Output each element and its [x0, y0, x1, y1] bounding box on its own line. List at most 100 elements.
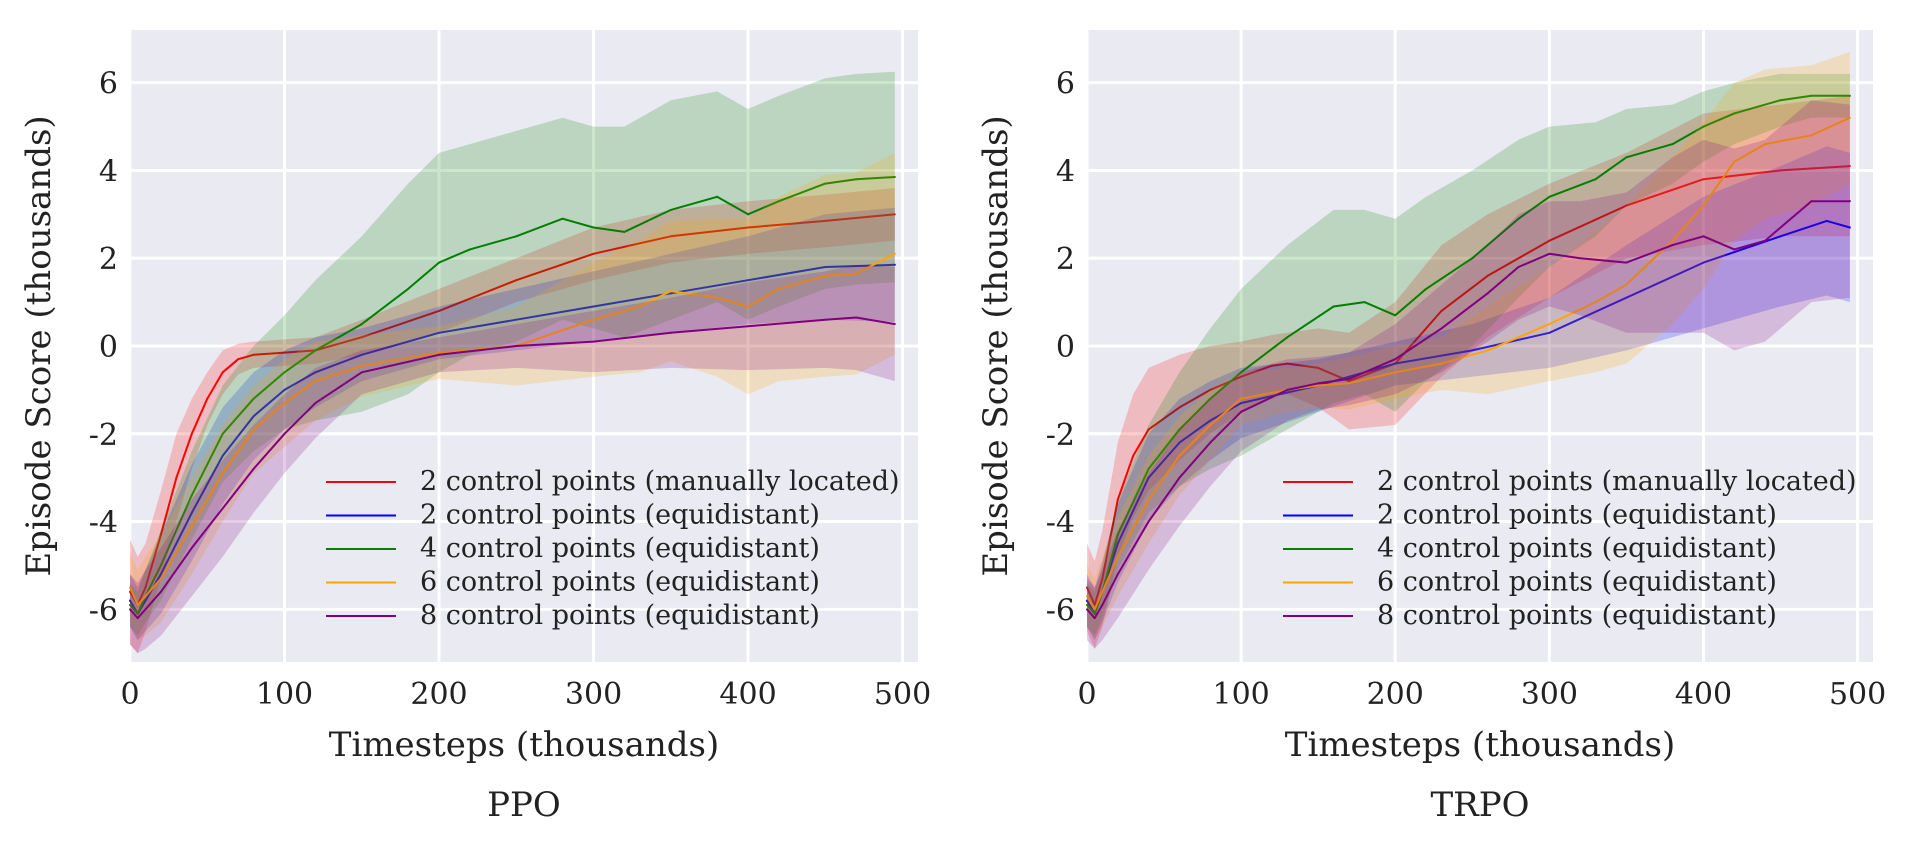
data-point [592, 318, 595, 321]
data-point [1548, 252, 1551, 255]
data-point [129, 603, 131, 606]
data-point [136, 603, 139, 606]
data-point [623, 230, 626, 233]
data-point [1848, 226, 1851, 229]
data-point [190, 494, 193, 497]
data-point [1625, 156, 1628, 159]
series-band [1087, 100, 1850, 649]
x-axis-label: Timesteps (thousands) [1285, 725, 1675, 765]
x-axis-label: Timesteps (thousands) [329, 725, 719, 765]
legend-entry: 4 control points (equidistant) [1377, 533, 1777, 564]
chart-panel-trpo: 0 100 200 300 400 500 -6 -4 -2 0 2 4 6 Timesteps (tho… [976, 30, 1886, 825]
data-point [360, 364, 363, 367]
data-point [1702, 261, 1705, 264]
series-3 [1086, 73, 1851, 636]
data-point [1625, 261, 1628, 264]
data-point [129, 590, 131, 593]
data-point [237, 358, 240, 361]
x-tick-label: 200 [1367, 677, 1424, 712]
chart-panel-ppo: 0 100 200 300 400 500 -6 -4 -2 0 2 4 6 Timesteps (tho… [19, 30, 931, 825]
data-point [206, 397, 209, 400]
data-point [1178, 476, 1181, 479]
y-tick-label: 4 [1056, 154, 1075, 189]
data-point [1779, 99, 1782, 102]
data-point [1702, 235, 1705, 238]
series-5 [129, 264, 896, 654]
data-point [1779, 169, 1782, 172]
data-point [1548, 323, 1551, 326]
data-point [1270, 364, 1273, 367]
data-point [669, 331, 672, 334]
data-point [283, 351, 286, 354]
data-point [1240, 410, 1243, 413]
data-point [747, 305, 750, 308]
data-point [252, 353, 255, 356]
data-point [1548, 331, 1551, 334]
data-point [283, 402, 286, 405]
data-point [1332, 305, 1335, 308]
data-point [716, 195, 719, 198]
data-point [360, 371, 363, 374]
data-point [468, 248, 471, 251]
data-point [1810, 94, 1813, 97]
y-tick-label: 2 [99, 242, 118, 277]
data-point [1394, 314, 1397, 317]
data-point [824, 219, 827, 222]
data-point [1240, 371, 1243, 374]
data-point [144, 595, 147, 598]
data-point [1093, 603, 1096, 606]
data-point [1671, 244, 1674, 247]
legend-entry: 2 control points (manually located) [1377, 466, 1857, 497]
data-point [314, 371, 317, 374]
x-tick-label: 300 [565, 677, 622, 712]
x-tick-label: 0 [120, 677, 139, 712]
y-tick-label: 6 [1056, 67, 1075, 102]
data-point [1702, 178, 1705, 181]
data-point [1209, 441, 1212, 444]
data-point [1209, 397, 1212, 400]
series-band [1087, 95, 1850, 649]
x-tick-label: 200 [410, 677, 467, 712]
y-tick-label: -2 [89, 418, 118, 453]
series-line [129, 213, 895, 606]
series-1 [1086, 95, 1851, 649]
data-point [360, 336, 363, 339]
chart-caption: PPO [487, 785, 561, 825]
x-tick-label: 400 [1675, 677, 1732, 712]
data-point [824, 182, 827, 185]
data-point [716, 296, 719, 299]
data-point [777, 200, 780, 203]
series-1 [129, 188, 896, 654]
series-line [129, 316, 895, 620]
data-point [1486, 274, 1489, 277]
data-point [1086, 595, 1088, 598]
data-point [561, 217, 564, 220]
data-point [1093, 612, 1096, 615]
data-point [747, 213, 750, 216]
legend: 2 control points (manually located)2 con… [1283, 466, 1857, 631]
data-point [1548, 195, 1551, 198]
data-point [159, 577, 162, 580]
x-tick-label: 0 [1077, 677, 1096, 712]
data-point [1848, 165, 1851, 168]
data-point [136, 612, 139, 615]
x-tick-label: 100 [1212, 677, 1269, 712]
data-point [1625, 283, 1628, 286]
legend-entry: 8 control points (equidistant) [1377, 600, 1777, 631]
legend-entry: 8 control points (equidistant) [420, 600, 820, 631]
data-point [1440, 309, 1443, 312]
data-point [855, 316, 858, 319]
data-point [747, 279, 750, 282]
data-point [1848, 94, 1851, 97]
data-point [855, 178, 858, 181]
data-point [1101, 590, 1104, 593]
x-tick-label: 400 [719, 677, 776, 712]
data-point [1147, 498, 1150, 501]
data-point [252, 467, 255, 470]
data-point [221, 371, 224, 374]
y-axis-label: Episode Score (thousands) [19, 115, 59, 576]
data-point [1086, 586, 1088, 589]
x-tick-label: 500 [1829, 677, 1886, 712]
data-point [314, 402, 317, 405]
